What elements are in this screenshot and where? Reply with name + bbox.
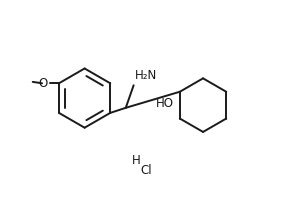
Text: O: O xyxy=(38,77,48,90)
Text: H₂N: H₂N xyxy=(135,69,157,82)
Text: Cl: Cl xyxy=(140,164,152,177)
Text: H: H xyxy=(131,154,140,167)
Text: HO: HO xyxy=(156,97,174,110)
